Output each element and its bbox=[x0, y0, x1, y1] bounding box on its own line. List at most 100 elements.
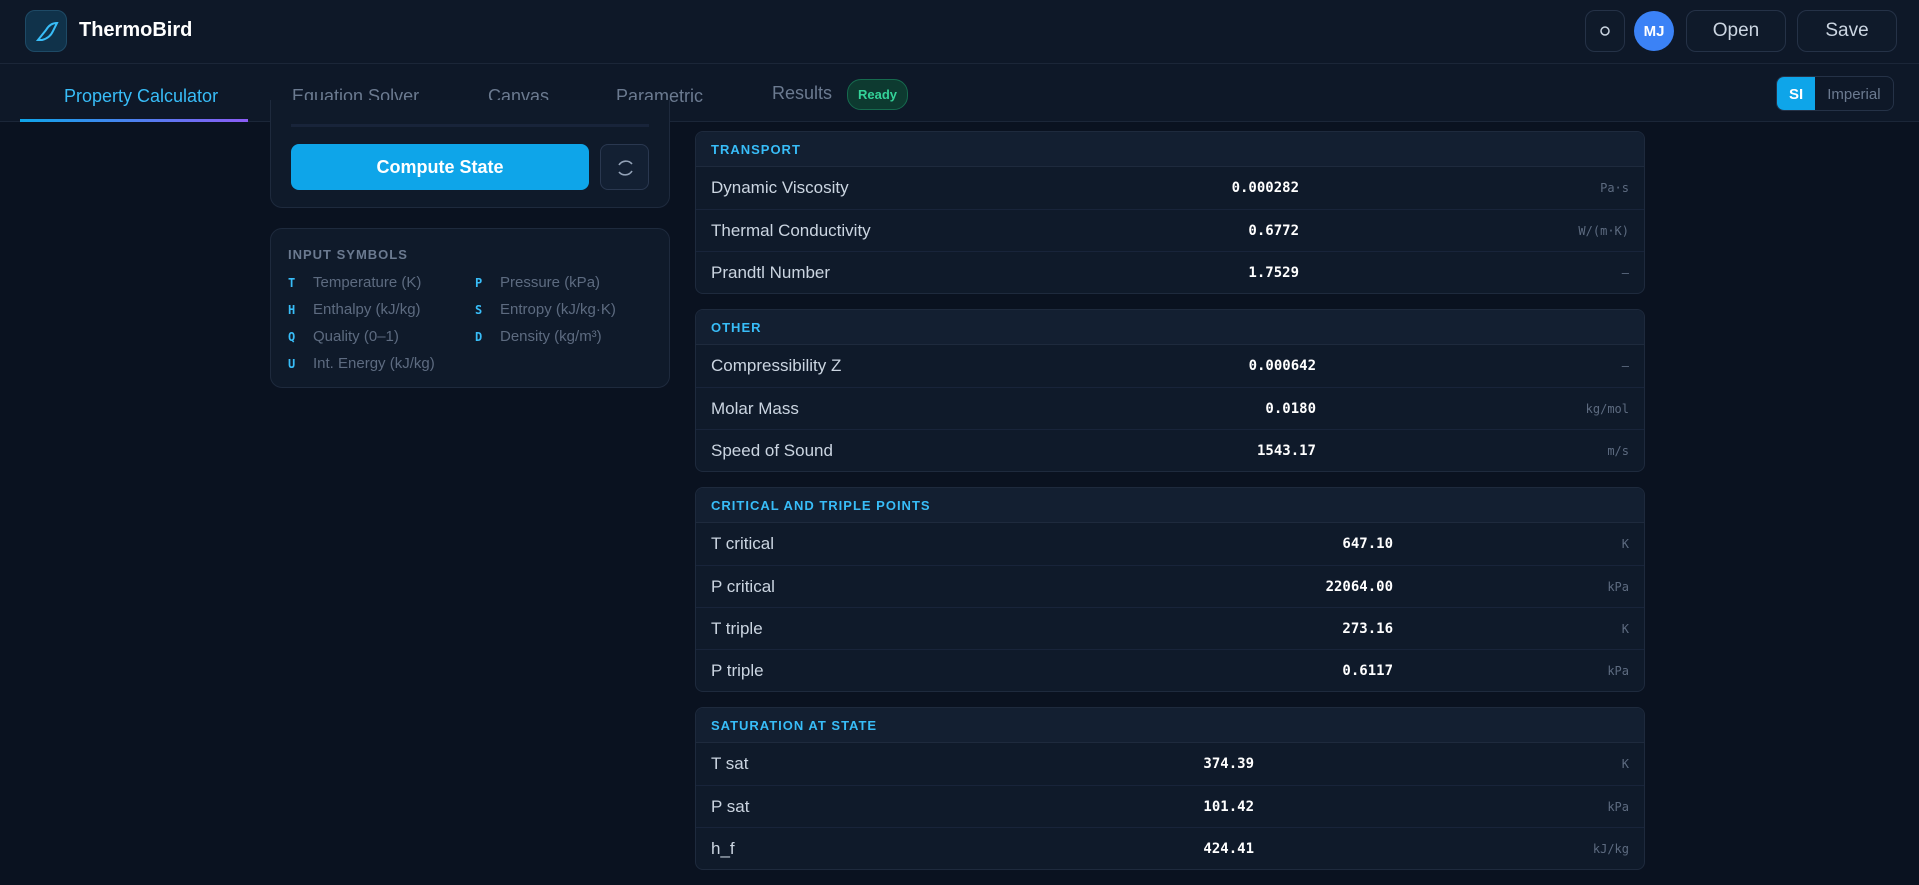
property-value: 424.41 bbox=[1203, 840, 1254, 857]
property-name: h_f bbox=[711, 838, 735, 858]
property-unit: K bbox=[1621, 757, 1629, 771]
reset-button[interactable] bbox=[600, 144, 649, 190]
symbol-item: H Enthalpy (kJ/kg) bbox=[288, 301, 421, 318]
symbol-label: Temperature (K) bbox=[313, 274, 422, 291]
unit-toggle: SI Imperial bbox=[1776, 76, 1894, 111]
symbol-label: Enthalpy (kJ/kg) bbox=[313, 301, 421, 318]
property-unit: — bbox=[1621, 265, 1629, 280]
property-value: 101.42 bbox=[1203, 798, 1254, 815]
result-row: Dynamic Viscosity 0.000282 Pa·s bbox=[696, 167, 1644, 209]
property-value: 1.7529 bbox=[1248, 264, 1299, 281]
symbol-item: D Density (kg/m³) bbox=[475, 328, 602, 345]
symbol-item: U Int. Energy (kJ/kg) bbox=[288, 355, 435, 372]
symbols-title: INPUT SYMBOLS bbox=[288, 247, 408, 262]
property-unit: — bbox=[1621, 359, 1629, 373]
property-unit: m/s bbox=[1607, 443, 1629, 458]
app-name: ThermoBird bbox=[79, 19, 193, 41]
tab[interactable]: Results bbox=[772, 83, 833, 103]
result-row: h_f 424.41 kJ/kg bbox=[696, 827, 1644, 869]
property-value: 0.0180 bbox=[1265, 400, 1316, 417]
property-name: P sat bbox=[711, 796, 750, 816]
save-button[interactable]: Save bbox=[1797, 10, 1897, 52]
result-row: T critical 647.10 K bbox=[696, 523, 1644, 565]
property-name: Thermal Conductivity bbox=[711, 220, 871, 240]
symbol-label: Pressure (kPa) bbox=[500, 274, 601, 291]
property-unit: kg/mol bbox=[1585, 401, 1629, 416]
refresh-icon bbox=[618, 160, 633, 176]
property-value: 0.6117 bbox=[1342, 662, 1393, 679]
active-underline bbox=[20, 119, 248, 122]
symbol-label: Density (kg/m³) bbox=[500, 328, 602, 345]
header: ThermoBird MJ Open Save bbox=[0, 0, 1919, 64]
result-row: T triple 273.16 K bbox=[696, 607, 1644, 649]
property-value: 0.000642 bbox=[1248, 358, 1316, 374]
symbol-key: D bbox=[475, 330, 483, 344]
property-name: Compressibility Z bbox=[711, 356, 842, 375]
result-row: Prandtl Number 1.7529 — bbox=[696, 251, 1644, 293]
result-row: T sat 374.39 K bbox=[696, 743, 1644, 785]
input-field-edge bbox=[291, 124, 649, 127]
symbol-label: Quality (0–1) bbox=[313, 328, 399, 345]
result-section: CRITICAL AND TRIPLE POINTS T critical 647.… bbox=[695, 487, 1645, 692]
result-section: SATURATION AT STATE T sat 374.39 K P sat 101.… bbox=[695, 707, 1645, 870]
property-name: T critical bbox=[711, 534, 774, 553]
open-label: Open bbox=[1712, 20, 1760, 41]
symbol-item: Q Quality (0–1) bbox=[288, 328, 399, 345]
save-label: Save bbox=[1825, 20, 1869, 41]
symbol-key: U bbox=[288, 357, 296, 371]
property-value: 374.39 bbox=[1203, 756, 1254, 772]
property-value: 22064.00 bbox=[1325, 578, 1393, 595]
tab[interactable]: Property Calculator bbox=[64, 86, 219, 106]
result-row: Speed of Sound 1543.17 m/s bbox=[696, 429, 1644, 471]
symbol-key: P bbox=[475, 276, 483, 290]
symbol-label: Int. Energy (kJ/kg) bbox=[313, 355, 435, 372]
property-value: 0.000282 bbox=[1231, 180, 1299, 196]
property-unit: Pa·s bbox=[1600, 181, 1629, 195]
compute-button[interactable]: Compute State bbox=[291, 144, 589, 190]
property-unit: W/(m·K) bbox=[1578, 223, 1629, 238]
property-value: 1543.17 bbox=[1256, 442, 1316, 459]
unit-option[interactable]: Imperial bbox=[1827, 86, 1881, 103]
input-symbols-card: INPUT SYMBOLS T Temperature (K) P Pressure … bbox=[270, 228, 670, 388]
section-title: SATURATION AT STATE bbox=[696, 708, 1644, 743]
symbol-item: P Pressure (kPa) bbox=[475, 274, 600, 291]
status-badge: Ready bbox=[847, 79, 909, 110]
property-unit: kPa bbox=[1607, 579, 1629, 594]
symbol-key: Q bbox=[288, 330, 296, 344]
property-unit: kPa bbox=[1607, 799, 1629, 814]
property-name: Dynamic Viscosity bbox=[711, 178, 849, 197]
section-title: OTHER bbox=[696, 310, 1644, 345]
unit-option[interactable]: SI bbox=[1777, 77, 1816, 110]
property-unit: K bbox=[1621, 537, 1629, 551]
symbol-label: Entropy (kJ/kg·K) bbox=[500, 301, 616, 318]
result-row: Thermal Conductivity 0.6772 W/(m·K) bbox=[696, 209, 1644, 251]
open-button[interactable]: Open bbox=[1686, 10, 1786, 52]
result-section: OTHER Compressibility Z 0.000642 — Molar Mas… bbox=[695, 309, 1645, 472]
symbol-key: H bbox=[288, 303, 296, 317]
sun-icon bbox=[1600, 26, 1610, 36]
result-row: Molar Mass 0.0180 kg/mol bbox=[696, 387, 1644, 429]
symbol-key: T bbox=[288, 276, 296, 290]
result-row: Compressibility Z 0.000642 — bbox=[696, 345, 1644, 387]
result-section: TRANSPORT Dynamic Viscosity 0.000282 Pa·s Th… bbox=[695, 131, 1645, 294]
section-title: CRITICAL AND TRIPLE POINTS bbox=[696, 488, 1644, 523]
property-unit: K bbox=[1621, 621, 1629, 636]
logo-icon bbox=[35, 21, 59, 41]
avatar[interactable]: MJ bbox=[1634, 11, 1674, 51]
property-name: P triple bbox=[711, 660, 764, 680]
property-unit: kPa bbox=[1607, 663, 1629, 678]
symbol-item: T Temperature (K) bbox=[288, 274, 421, 291]
section-title: TRANSPORT bbox=[696, 132, 1644, 167]
property-value: 273.16 bbox=[1342, 620, 1393, 637]
theme-toggle[interactable] bbox=[1585, 10, 1625, 52]
property-name: T triple bbox=[711, 618, 763, 638]
results-column: TRANSPORT Dynamic Viscosity 0.000282 Pa·s Th… bbox=[695, 131, 1645, 885]
symbol-item: S Entropy (kJ/kg·K) bbox=[475, 301, 616, 318]
logo[interactable] bbox=[25, 10, 67, 52]
property-value: 0.6772 bbox=[1248, 222, 1299, 239]
property-value: 647.10 bbox=[1342, 536, 1393, 552]
property-name: T sat bbox=[711, 754, 749, 773]
property-name: Prandtl Number bbox=[711, 262, 831, 282]
result-row: P triple 0.6117 kPa bbox=[696, 649, 1644, 691]
